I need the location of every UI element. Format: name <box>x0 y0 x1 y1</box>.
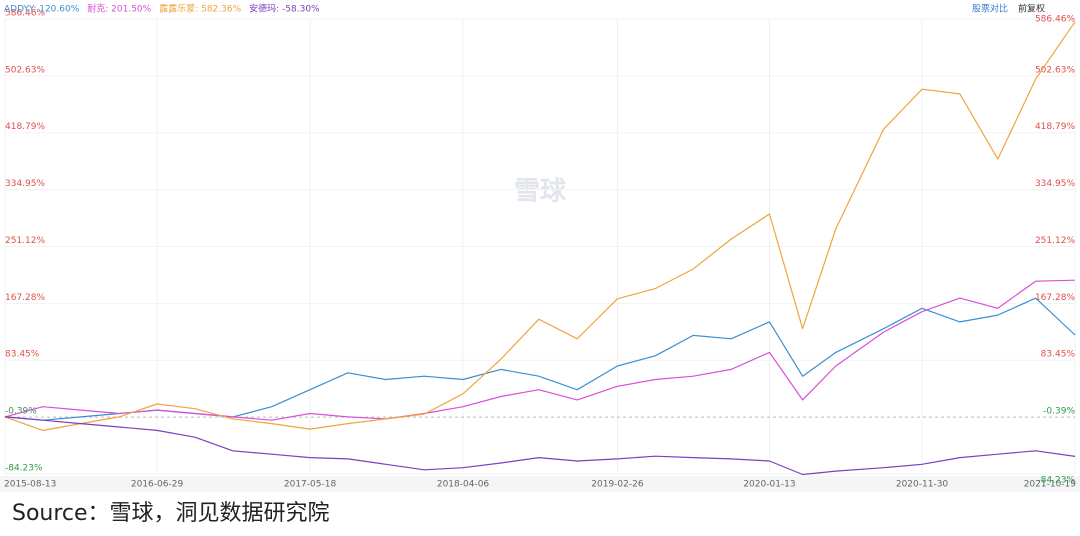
control[interactable]: 前复权 <box>1018 3 1045 15</box>
legend-entry: 安德玛: -58.30% <box>249 3 320 15</box>
y-tick-label: 334.95% <box>1035 179 1075 189</box>
series-line <box>4 416 1076 476</box>
series-line <box>4 279 1076 421</box>
x-tick-label: 2015-08-13 <box>4 480 56 490</box>
y-tick-label: 502.63% <box>5 65 45 75</box>
y-tick-label: -0.39% <box>5 407 37 417</box>
x-tick-label: 2017-05-18 <box>284 480 337 490</box>
x-tick-label: 2020-11-30 <box>896 480 949 490</box>
x-tick-label: 2019-02-26 <box>591 480 644 490</box>
y-tick-label: 251.12% <box>5 236 45 246</box>
y-tick-label: 167.28% <box>5 293 45 303</box>
y-tick-label: 418.79% <box>5 122 45 132</box>
y-tick-label: 586.46% <box>5 9 45 19</box>
y-tick-label: 418.79% <box>1035 122 1075 132</box>
y-tick-label: 334.95% <box>5 179 45 189</box>
series-line <box>4 21 1076 431</box>
y-tick-label: -84.23% <box>5 464 43 474</box>
y-tick-label: 502.63% <box>1035 65 1075 75</box>
x-tick-label: 2018-04-06 <box>437 480 490 490</box>
x-axis-band <box>0 476 1080 492</box>
y-tick-label: 586.46% <box>1035 15 1075 25</box>
x-tick-label: 2016-06-29 <box>131 480 184 490</box>
legend-entry: 露露乐蒙: 582.36% <box>159 3 241 15</box>
source: Source：雪球，洞见数据研究院 <box>12 501 330 526</box>
x-tick-label: 2021-10-19 <box>1024 480 1077 490</box>
watermark: 雪球 <box>514 177 567 207</box>
y-tick-label: -84.23% <box>1037 476 1075 486</box>
legend-entry: 耐克: 201.50% <box>87 3 151 15</box>
control[interactable]: 股票对比 <box>972 3 1008 15</box>
x-tick-label: 2020-01-13 <box>743 480 795 490</box>
legend-entry: ADDYY: 120.60% <box>4 5 80 15</box>
y-tick-label: -0.39% <box>1043 407 1075 417</box>
y-tick-label: 167.28% <box>1035 293 1075 303</box>
y-tick-label: 83.45% <box>1041 350 1076 360</box>
y-tick-label: 251.12% <box>1035 236 1075 246</box>
y-tick-label: 83.45% <box>5 350 40 360</box>
